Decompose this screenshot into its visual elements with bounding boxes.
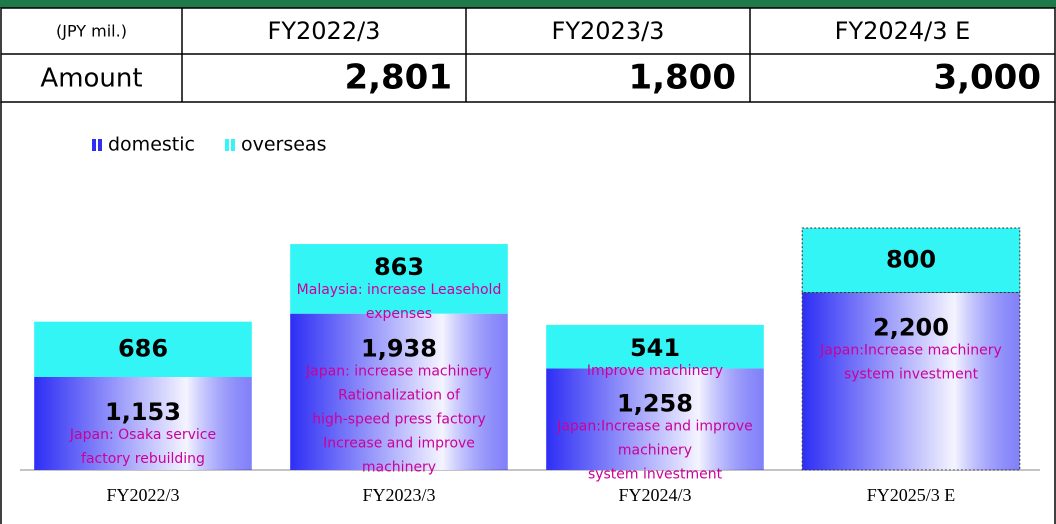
table-header: FY2022/3 (268, 17, 381, 45)
legend-label: overseas (241, 134, 327, 156)
annotation: Increase and improve (323, 436, 475, 452)
annotation: machinery (618, 443, 692, 459)
annotation: system investment (588, 467, 723, 483)
table-header: FY2024/3 E (835, 17, 971, 45)
bar-segment (546, 368, 764, 470)
annotation: Japan:Increase machinery (819, 343, 1002, 359)
annotation: system investment (844, 367, 979, 383)
x-tick-label: FY2024/3 (618, 485, 691, 505)
table-header: (JPY mil.) (56, 22, 127, 41)
amount: 1,800 (628, 58, 736, 98)
row-label: Amount (40, 64, 142, 94)
amount: 2,801 (344, 58, 452, 98)
value-label: 1,938 (361, 335, 437, 363)
legend-swatch (224, 139, 229, 151)
value-label: 863 (374, 253, 424, 281)
x-tick-label: FY2025/3 E (867, 485, 956, 505)
annotation: Japan: increase machinery (305, 364, 492, 380)
annotation: Rationalization of (338, 388, 461, 404)
bar-segment (801, 227, 1021, 294)
annotation: expenses (366, 306, 432, 322)
value-label: 2,200 (873, 314, 949, 342)
annotation: high-speed press factory (312, 412, 486, 428)
amount: 3,000 (933, 58, 1041, 98)
bar-segment (801, 292, 1021, 471)
table-header: FY2023/3 (552, 17, 665, 45)
legend-swatch (92, 139, 96, 151)
bar-segment (546, 324, 764, 369)
annotation: Japan:Increase and improve (556, 419, 753, 435)
value-label: 800 (886, 245, 936, 273)
value-label: 1,258 (617, 390, 693, 418)
x-tick-label: FY2022/3 (106, 485, 179, 505)
value-label: 1,153 (105, 398, 181, 426)
top-band (0, 0, 1056, 8)
bar-segment (34, 321, 252, 377)
annotation: Improve machinery (587, 363, 723, 379)
table-grid (0, 7, 1056, 524)
annotation: machinery (362, 460, 436, 476)
legend-swatch (230, 139, 235, 151)
bar-segment (290, 244, 508, 314)
bar-segment (290, 313, 508, 470)
value-label: 541 (630, 334, 680, 362)
legend-label: domestic (108, 134, 195, 156)
legend-swatch (98, 139, 102, 151)
annotation: Japan: Osaka service (69, 427, 216, 443)
annotation: Malaysia: increase Leasehold (297, 282, 502, 298)
bar-segment (34, 376, 252, 470)
value-label: 686 (118, 334, 168, 362)
x-tick-label: FY2023/3 (362, 485, 435, 505)
annotation: factory rebuilding (81, 451, 205, 467)
